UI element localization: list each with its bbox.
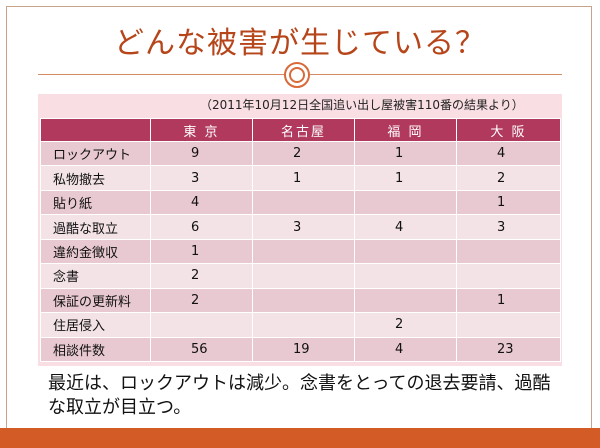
table-cell (354, 189, 457, 216)
row-label: 過酷な取立 (40, 214, 151, 240)
row-label: 保証の更新料 (40, 287, 151, 314)
total-row: 相談件数 56 19 4 23 (40, 336, 561, 362)
summary-text: 最近は、ロックアウトは減少。念書をとっての退去要請、過酷な取立が目立つ。 (48, 373, 551, 418)
table-cell: 4 (150, 189, 253, 216)
column-header: 名古屋 (252, 118, 355, 142)
column-header: 大 阪 (456, 118, 561, 142)
table-cell (252, 263, 355, 289)
row-label: 貼り紙 (40, 189, 151, 216)
column-header: 福 岡 (354, 118, 457, 142)
table-cell (150, 312, 253, 338)
table-cell (456, 238, 561, 265)
damage-table: 東 京 名古屋 福 岡 大 阪 ロックアウト 9 2 1 4 私物撤去 3 1 1 2 貼り紙 4 1 過… (40, 118, 561, 362)
table-cell (252, 238, 355, 265)
table-header-row: 東 京 名古屋 福 岡 大 阪 (40, 118, 561, 142)
source-note: （2011年10月12日全国追い出し屋被害110番の結果より） (200, 98, 524, 112)
bottom-bar (0, 428, 600, 448)
table-cell: 3 (252, 214, 355, 240)
table-cell: 23 (456, 336, 561, 362)
circle-emblem-inner (289, 67, 305, 83)
table-cell: 1 (354, 140, 457, 167)
table-cell: 1 (456, 287, 561, 314)
table-header-corner (40, 118, 151, 142)
table-cell: 56 (150, 336, 253, 362)
table-row: 貼り紙 4 1 (40, 189, 561, 216)
table-cell (456, 263, 561, 289)
table-cell: 9 (150, 140, 253, 167)
row-label: 私物撤去 (40, 165, 151, 191)
table-cell: 2 (354, 312, 457, 338)
table-cell: 4 (354, 214, 457, 240)
row-label: 相談件数 (40, 336, 151, 362)
table-cell (354, 287, 457, 314)
table-cell: 4 (456, 140, 561, 167)
row-label: 住居侵入 (40, 312, 151, 338)
table-cell: 6 (150, 214, 253, 240)
table-row: 違約金徴収 1 (40, 238, 561, 265)
table-cell (252, 312, 355, 338)
table-cell (354, 238, 457, 265)
row-label: 違約金徴収 (40, 238, 151, 265)
table-cell (354, 263, 457, 289)
table-row: 住居侵入 2 (40, 312, 561, 338)
table-cell: 4 (354, 336, 457, 362)
table-cell: 1 (354, 165, 457, 191)
table-cell: 2 (456, 165, 561, 191)
row-label: 念書 (40, 263, 151, 289)
table-cell: 2 (150, 263, 253, 289)
table-row: ロックアウト 9 2 1 4 (40, 140, 561, 167)
table-cell: 1 (252, 165, 355, 191)
table-cell (456, 312, 561, 338)
column-header: 東 京 (150, 118, 253, 142)
row-label: ロックアウト (40, 140, 151, 167)
table-row: 念書 2 (40, 263, 561, 289)
slide-title: どんな被害が生じている？ (114, 26, 486, 61)
table-row: 保証の更新料 2 1 (40, 287, 561, 314)
table-row: 過酷な取立 6 3 4 3 (40, 214, 561, 240)
table-cell: 2 (252, 140, 355, 167)
table-row: 私物撤去 3 1 1 2 (40, 165, 561, 191)
table-cell: 1 (456, 189, 561, 216)
circle-emblem-icon (284, 62, 310, 88)
table-cell (252, 287, 355, 314)
table-cell: 3 (456, 214, 561, 240)
table-cell: 19 (252, 336, 355, 362)
table-cell: 3 (150, 165, 253, 191)
table-cell (252, 189, 355, 216)
table-cell: 1 (150, 238, 253, 265)
table-cell: 2 (150, 287, 253, 314)
